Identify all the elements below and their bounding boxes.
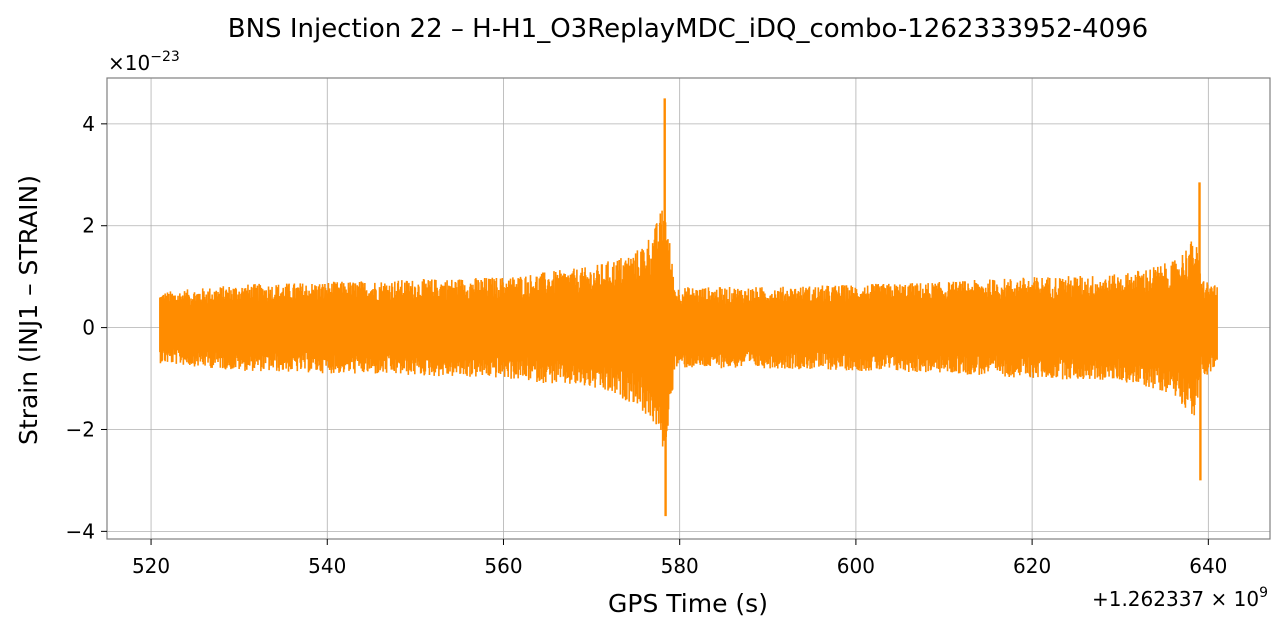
y-tick-label: 4 <box>82 112 95 136</box>
chart-title: BNS Injection 22 – H-H1_O3ReplayMDC_iDQ_… <box>228 14 1148 44</box>
x-tick-label: 540 <box>308 554 346 578</box>
x-tick-label: 620 <box>1013 554 1051 578</box>
y-scale-exponent: −23 <box>150 49 180 65</box>
y-scale-label: ×10−23 <box>108 49 180 75</box>
x-offset-label: +1.262337 × 109 <box>1092 585 1268 611</box>
plot-frame <box>106 77 1271 540</box>
x-offset-exponent: 9 <box>1259 585 1268 601</box>
y-tick-label: 2 <box>82 214 95 238</box>
y-tick-label: 0 <box>82 316 95 340</box>
x-tick-label: 560 <box>484 554 522 578</box>
x-tick-label: 520 <box>132 554 170 578</box>
y-tick-label: −4 <box>66 519 95 543</box>
y-axis-label: Strain (INJ1 – STRAIN) <box>14 175 43 445</box>
y-tick-label: −2 <box>66 417 95 441</box>
axis-ticks: 520 540 560 580 600 620 640 −4 −2 0 2 4 <box>66 112 1228 578</box>
x-tick-label: 580 <box>661 554 699 578</box>
x-tick-label: 640 <box>1189 554 1227 578</box>
data-layer <box>159 98 1218 517</box>
strain-series-line <box>159 210 1218 447</box>
x-tick-label: 600 <box>837 554 875 578</box>
x-axis-label: GPS Time (s) <box>608 589 768 618</box>
